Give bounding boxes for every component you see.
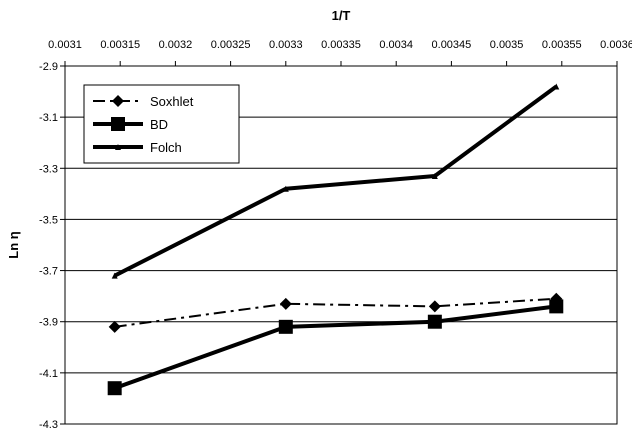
x-tick-label: 0.00355 bbox=[542, 39, 582, 51]
y-tick-label: -3.3 bbox=[39, 163, 58, 175]
y-tick-label: -3.1 bbox=[39, 112, 58, 124]
data-point-triangle bbox=[282, 185, 289, 192]
x-tick-label: 0.00315 bbox=[100, 39, 140, 51]
data-point-square bbox=[549, 299, 564, 314]
legend-label: BD bbox=[150, 117, 168, 132]
x-axis-title: 1/T bbox=[332, 8, 351, 23]
series-layer bbox=[107, 83, 564, 396]
data-point-square bbox=[111, 117, 125, 131]
data-point-square bbox=[278, 319, 293, 334]
data-point-triangle bbox=[553, 83, 560, 90]
data-point-diamond bbox=[279, 297, 292, 310]
series-line bbox=[114, 304, 557, 391]
data-point-diamond bbox=[112, 95, 124, 107]
x-tick-label: 0.0034 bbox=[379, 39, 413, 51]
legend-label: Folch bbox=[150, 140, 182, 155]
data-point-diamond bbox=[108, 320, 121, 333]
y-tick-label: -4.3 bbox=[39, 419, 58, 430]
x-axis-ticks: 0.0031 0.00315 0.0032 0.00325 0.0033 0.00335 0… bbox=[48, 39, 632, 66]
data-point-triangle bbox=[431, 172, 438, 179]
legend-item: Folch bbox=[93, 140, 182, 155]
series-bd bbox=[107, 299, 564, 396]
data-point-square bbox=[427, 314, 442, 329]
y-tick-label: -3.9 bbox=[39, 317, 58, 329]
y-axis-ticks: -2.9 -3.1 -3.3 -3.5 -3.7 -3.9 -4.1 -4.3 bbox=[39, 61, 65, 430]
data-point-square bbox=[107, 381, 122, 396]
series-folch bbox=[111, 83, 560, 279]
legend-item: BD bbox=[93, 117, 168, 132]
y-tick-label: -3.5 bbox=[39, 214, 58, 226]
x-tick-label: 0.0033 bbox=[269, 39, 303, 51]
x-tick-label: 0.0036 bbox=[600, 39, 632, 51]
data-point-triangle bbox=[115, 144, 121, 150]
legend-label: Soxhlet bbox=[150, 94, 194, 109]
series-line bbox=[114, 297, 557, 328]
x-tick-label: 0.00345 bbox=[432, 39, 472, 51]
x-tick-label: 0.0031 bbox=[48, 39, 82, 51]
x-tick-label: 0.00335 bbox=[321, 39, 361, 51]
data-point-triangle bbox=[111, 272, 118, 279]
y-tick-label: -4.1 bbox=[39, 368, 58, 380]
data-point-diamond bbox=[428, 300, 441, 313]
x-tick-label: 0.0035 bbox=[490, 39, 524, 51]
legend-item: Soxhlet bbox=[93, 94, 194, 109]
y-tick-label: -3.7 bbox=[39, 266, 58, 278]
series-line bbox=[113, 84, 558, 278]
y-axis-title: Ln η bbox=[6, 231, 21, 258]
legend: Soxhlet BD Folch bbox=[83, 84, 240, 164]
x-tick-label: 0.00325 bbox=[211, 39, 251, 51]
y-tick-label: -2.9 bbox=[39, 61, 58, 73]
x-tick-label: 0.0032 bbox=[159, 39, 193, 51]
